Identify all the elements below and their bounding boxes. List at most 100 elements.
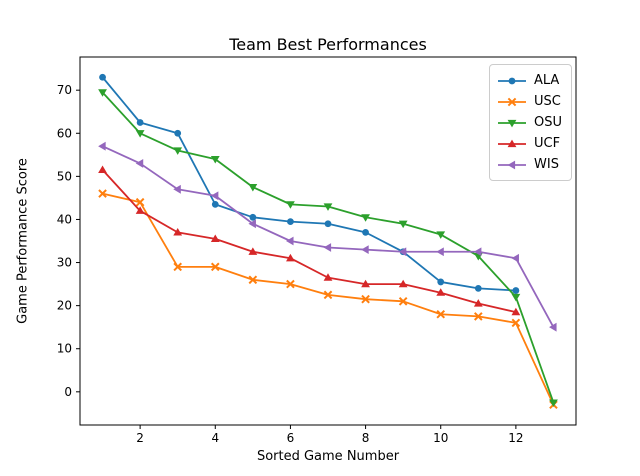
series-OSU-marker bbox=[248, 184, 258, 192]
y-tick-label: 50 bbox=[57, 169, 72, 183]
series-UCF-line bbox=[101, 169, 517, 313]
series-WIS-marker bbox=[135, 159, 144, 168]
legend-sample-circle-icon bbox=[498, 77, 526, 84]
series-ALA-marker bbox=[136, 119, 144, 126]
legend-item-UCF: UCF bbox=[498, 133, 562, 154]
x-tick-label: 6 bbox=[287, 431, 295, 445]
axes-spines bbox=[79, 56, 577, 426]
series-UCF-marker bbox=[398, 279, 408, 288]
series-OSU-marker bbox=[361, 214, 370, 222]
series-UCF-marker bbox=[286, 253, 295, 262]
series-WIS-marker bbox=[361, 245, 369, 255]
series-USC-marker bbox=[173, 262, 183, 272]
legend-label-UCF: UCF bbox=[534, 136, 561, 151]
series-ALA-marker bbox=[174, 129, 182, 137]
x-tick-label: 2 bbox=[136, 431, 144, 445]
x-tick-label: 10 bbox=[433, 431, 448, 445]
series-WIS-marker bbox=[511, 253, 519, 263]
series-USC-marker bbox=[248, 275, 258, 285]
legend-item-USC: USC bbox=[498, 91, 562, 112]
series-WIS-marker bbox=[173, 184, 181, 194]
legend-sample-triangle-down-icon bbox=[498, 119, 526, 127]
series-OSU-marker bbox=[549, 399, 558, 407]
series-ALA-marker bbox=[474, 285, 482, 292]
series-UCF-marker bbox=[98, 165, 107, 173]
series-OSU-marker bbox=[323, 203, 333, 211]
series-WIS-marker bbox=[323, 243, 332, 252]
legend-marker-ALA bbox=[508, 77, 516, 84]
x-tick-label: 4 bbox=[211, 431, 219, 445]
y-tick-label: 10 bbox=[57, 342, 72, 356]
series-OSU-marker bbox=[286, 201, 295, 209]
series-WIS-marker bbox=[286, 236, 294, 246]
series-ALA-marker bbox=[99, 73, 106, 81]
series-UCF-marker bbox=[173, 227, 183, 236]
series-OSU-marker bbox=[173, 147, 183, 155]
legend-item-WIS: WIS bbox=[498, 154, 562, 175]
x-axis-label: Sorted Game Number bbox=[256, 449, 400, 464]
legend-label-USC: USC bbox=[534, 94, 561, 109]
series-OSU-marker bbox=[210, 156, 220, 164]
series-UCF-marker bbox=[436, 288, 446, 296]
legend-label-ALA: ALA bbox=[534, 73, 560, 88]
series-UCF-marker bbox=[248, 247, 258, 255]
x-tick-label: 12 bbox=[508, 431, 523, 445]
series-UCF-marker bbox=[473, 299, 483, 307]
series-OSU-marker bbox=[398, 220, 408, 229]
y-tick-label: 70 bbox=[57, 83, 72, 97]
series-WIS-line bbox=[102, 145, 555, 328]
legend-sample-x-icon bbox=[498, 97, 526, 106]
series-ALA-marker bbox=[324, 220, 332, 228]
legend-sample-triangle-left-icon bbox=[498, 160, 526, 169]
series-OSU-marker bbox=[135, 130, 145, 138]
series-ALA-marker bbox=[287, 218, 294, 226]
series-UCF-marker bbox=[511, 307, 521, 316]
legend-marker-OSU bbox=[507, 119, 517, 127]
series-ALA-marker bbox=[512, 287, 520, 294]
legend-item-OSU: OSU bbox=[498, 112, 562, 133]
series-USC-marker bbox=[98, 189, 107, 198]
series-USC-marker bbox=[323, 290, 333, 300]
series-USC-marker bbox=[361, 294, 370, 304]
legend-sample-triangle-up-icon bbox=[498, 139, 526, 147]
y-tick-label: 20 bbox=[57, 299, 72, 313]
legend-marker-WIS bbox=[507, 160, 516, 169]
chart-title: Team Best Performances bbox=[229, 35, 427, 54]
series-OSU-marker bbox=[511, 293, 521, 302]
series-UCF-marker bbox=[210, 234, 220, 242]
series-WIS-marker bbox=[436, 247, 444, 257]
series-USC-marker bbox=[398, 297, 408, 306]
series-UCF-marker bbox=[135, 206, 145, 214]
series-ALA-marker bbox=[211, 200, 219, 208]
legend-item-ALA: ALA bbox=[498, 70, 562, 91]
series-USC-marker bbox=[511, 318, 521, 328]
series-WIS-marker bbox=[98, 141, 106, 151]
series-ALA-marker bbox=[362, 228, 369, 236]
series-WIS-marker bbox=[210, 191, 219, 201]
series-USC-marker bbox=[210, 262, 220, 272]
legend-marker-UCF bbox=[507, 139, 517, 147]
series-WIS-marker bbox=[248, 219, 256, 229]
series-WIS-marker bbox=[398, 247, 407, 257]
x-tick-label: 8 bbox=[362, 431, 370, 445]
series-ALA-line bbox=[101, 76, 516, 292]
legend-label-OSU: OSU bbox=[534, 115, 562, 130]
series-ALA-marker bbox=[437, 278, 445, 286]
series-USC-marker bbox=[135, 197, 145, 207]
y-tick-label: 40 bbox=[57, 212, 72, 226]
legend: ALA USC OSU UCF WIS bbox=[489, 64, 572, 181]
y-tick-label: 60 bbox=[57, 126, 72, 140]
series-WIS-marker bbox=[473, 247, 482, 257]
series-ALA-marker bbox=[249, 213, 257, 221]
legend-marker-USC bbox=[507, 97, 517, 106]
series-USC-marker bbox=[473, 312, 483, 321]
series-OSU-marker bbox=[98, 89, 107, 97]
y-tick-label: 30 bbox=[57, 256, 72, 270]
legend-label-WIS: WIS bbox=[534, 157, 559, 172]
series-USC-marker bbox=[436, 309, 446, 319]
series-WIS-marker bbox=[549, 322, 557, 332]
series-UCF-marker bbox=[361, 279, 370, 288]
y-tick-label: 0 bbox=[64, 385, 72, 399]
